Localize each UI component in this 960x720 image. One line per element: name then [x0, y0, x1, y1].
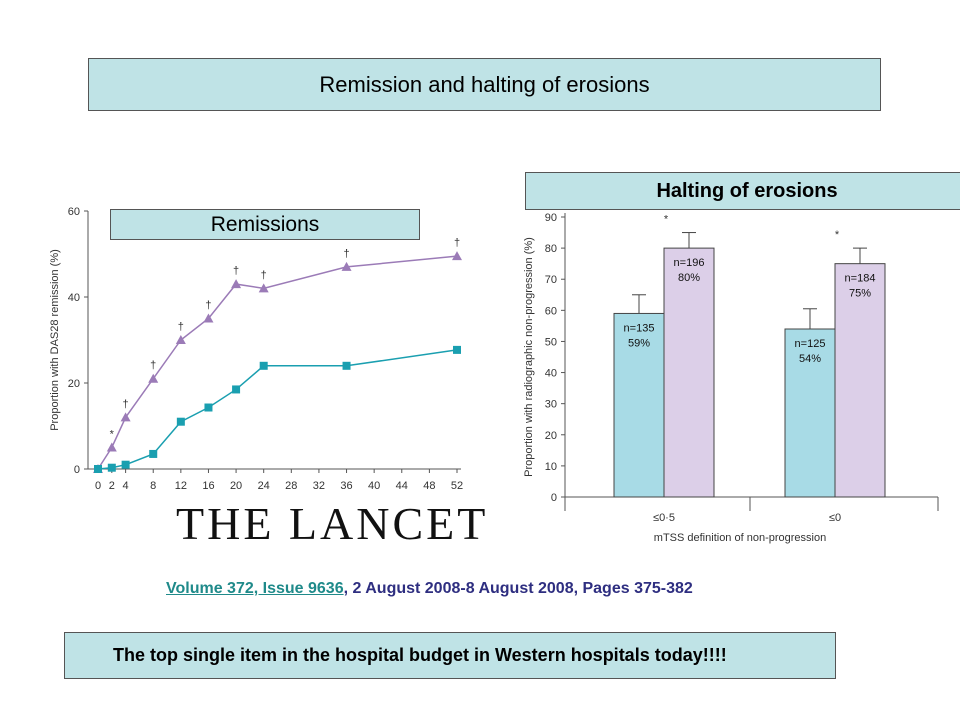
- halting-label: Halting of erosions: [656, 179, 838, 202]
- citation-details: , 2 August 2008-8 August 2008, Pages 375…: [343, 580, 693, 597]
- line-x-tick-label: 2: [109, 480, 115, 492]
- series-2-point: [232, 385, 241, 394]
- series-2-point: [94, 465, 102, 473]
- bar-y-tick-label: 70: [545, 274, 557, 286]
- halting-label-box: Halting of erosions: [525, 172, 960, 210]
- slide-title: Remission and halting of erosions: [88, 58, 881, 111]
- bar-y-tick-label: 50: [545, 336, 557, 348]
- line-x-tick-label: 0: [95, 480, 101, 492]
- series-1-point: [258, 283, 269, 293]
- line-y-tick-label: 40: [68, 292, 80, 304]
- bar-y-tick-label: 90: [545, 212, 557, 224]
- significance-marker: †: [178, 321, 184, 333]
- series-1-point: [120, 412, 131, 422]
- bar-data-label: 54%: [799, 353, 821, 365]
- series-1-point: [341, 261, 352, 271]
- bottom-note-box: The top single item in the hospital budg…: [64, 632, 836, 679]
- bar-category-label: ≤0·5: [653, 512, 675, 524]
- bar-y-tick-label: 20: [545, 430, 557, 442]
- line-y-axis-label: Proportion with DAS28 remission (%): [49, 249, 61, 431]
- citation-link[interactable]: Volume 372, Issue 9636: [166, 580, 344, 597]
- bar-x-axis-label: mTSS definition of non-progression: [654, 532, 826, 544]
- significance-marker: †: [205, 300, 211, 312]
- series-1-point: [203, 313, 214, 323]
- bar-data-label: 59%: [628, 337, 650, 349]
- series-2-point: [121, 460, 130, 469]
- bottom-note: The top single item in the hospital budg…: [113, 645, 727, 665]
- significance-marker: *: [664, 214, 669, 226]
- series-1-point: [148, 373, 159, 383]
- series-2-point: [176, 417, 185, 426]
- series-2-point: [107, 463, 116, 472]
- series-1-point: [452, 251, 462, 261]
- series-2-point: [342, 361, 351, 370]
- significance-marker: †: [150, 360, 156, 372]
- line-x-tick-label: 4: [123, 480, 129, 492]
- bar-y-tick-label: 30: [545, 399, 557, 411]
- bar-y-tick-label: 10: [545, 461, 557, 473]
- significance-marker: †: [123, 398, 129, 410]
- line-x-tick-label: 52: [451, 480, 463, 492]
- line-x-tick-label: 20: [230, 480, 242, 492]
- line-x-tick-label: 32: [313, 480, 325, 492]
- significance-marker: *: [835, 229, 840, 241]
- series-1-point: [175, 335, 186, 344]
- bar-data-label: n=184: [845, 273, 876, 285]
- line-x-tick-label: 40: [368, 480, 380, 492]
- bar-y-tick-label: 40: [545, 368, 557, 380]
- series-1-line: [97, 255, 458, 470]
- series-2-point: [453, 345, 461, 354]
- series-2-point: [204, 403, 213, 412]
- series-1-point: [106, 442, 117, 452]
- bar-y-axis-label: Proportion with radiographic non-progres…: [523, 237, 535, 477]
- line-x-tick-label: 16: [202, 480, 214, 492]
- significance-marker: †: [233, 265, 239, 277]
- line-x-tick-label: 8: [150, 480, 156, 492]
- bar-data-label: n=125: [795, 338, 826, 350]
- bar-y-tick-label: 0: [551, 492, 557, 504]
- slide-title-text: Remission and halting of erosions: [319, 71, 650, 97]
- lancet-logo: THE LANCET: [176, 498, 489, 549]
- line-y-tick-label: 20: [68, 378, 80, 390]
- citation: Volume 372, Issue 9636, 2 August 2008-8 …: [166, 580, 693, 598]
- bar-data-label: 80%: [678, 272, 700, 284]
- bar-2-2: [834, 263, 886, 498]
- line-x-tick-label: 24: [258, 480, 270, 492]
- line-y-tick-label: 60: [68, 206, 80, 218]
- line-x-tick-label: 28: [285, 480, 297, 492]
- line-x-tick-label: 36: [340, 480, 352, 492]
- remissions-label-box: Remissions: [110, 209, 420, 240]
- line-x-tick-label: 12: [175, 480, 187, 492]
- series-2-line: [97, 349, 458, 470]
- bar-data-label: n=196: [674, 257, 705, 269]
- series-2-point: [259, 361, 268, 370]
- significance-marker: *: [110, 429, 115, 441]
- bar-data-label: 75%: [849, 288, 871, 300]
- bar-2-1: [663, 247, 715, 498]
- bar-y-tick-label: 80: [545, 243, 557, 255]
- significance-marker: †: [343, 248, 349, 260]
- remissions-label: Remissions: [210, 212, 320, 236]
- significance-marker: †: [454, 237, 460, 249]
- series-2-point: [149, 449, 158, 458]
- line-x-tick-label: 44: [396, 480, 408, 492]
- line-y-tick-label: 0: [74, 464, 80, 476]
- line-x-tick-label: 48: [423, 480, 435, 492]
- bar-category-label: ≤0: [829, 512, 841, 524]
- series-1-point: [231, 279, 242, 289]
- bar-data-label: n=135: [624, 322, 655, 334]
- significance-marker: †: [261, 269, 267, 281]
- bar-y-tick-label: 60: [545, 305, 557, 317]
